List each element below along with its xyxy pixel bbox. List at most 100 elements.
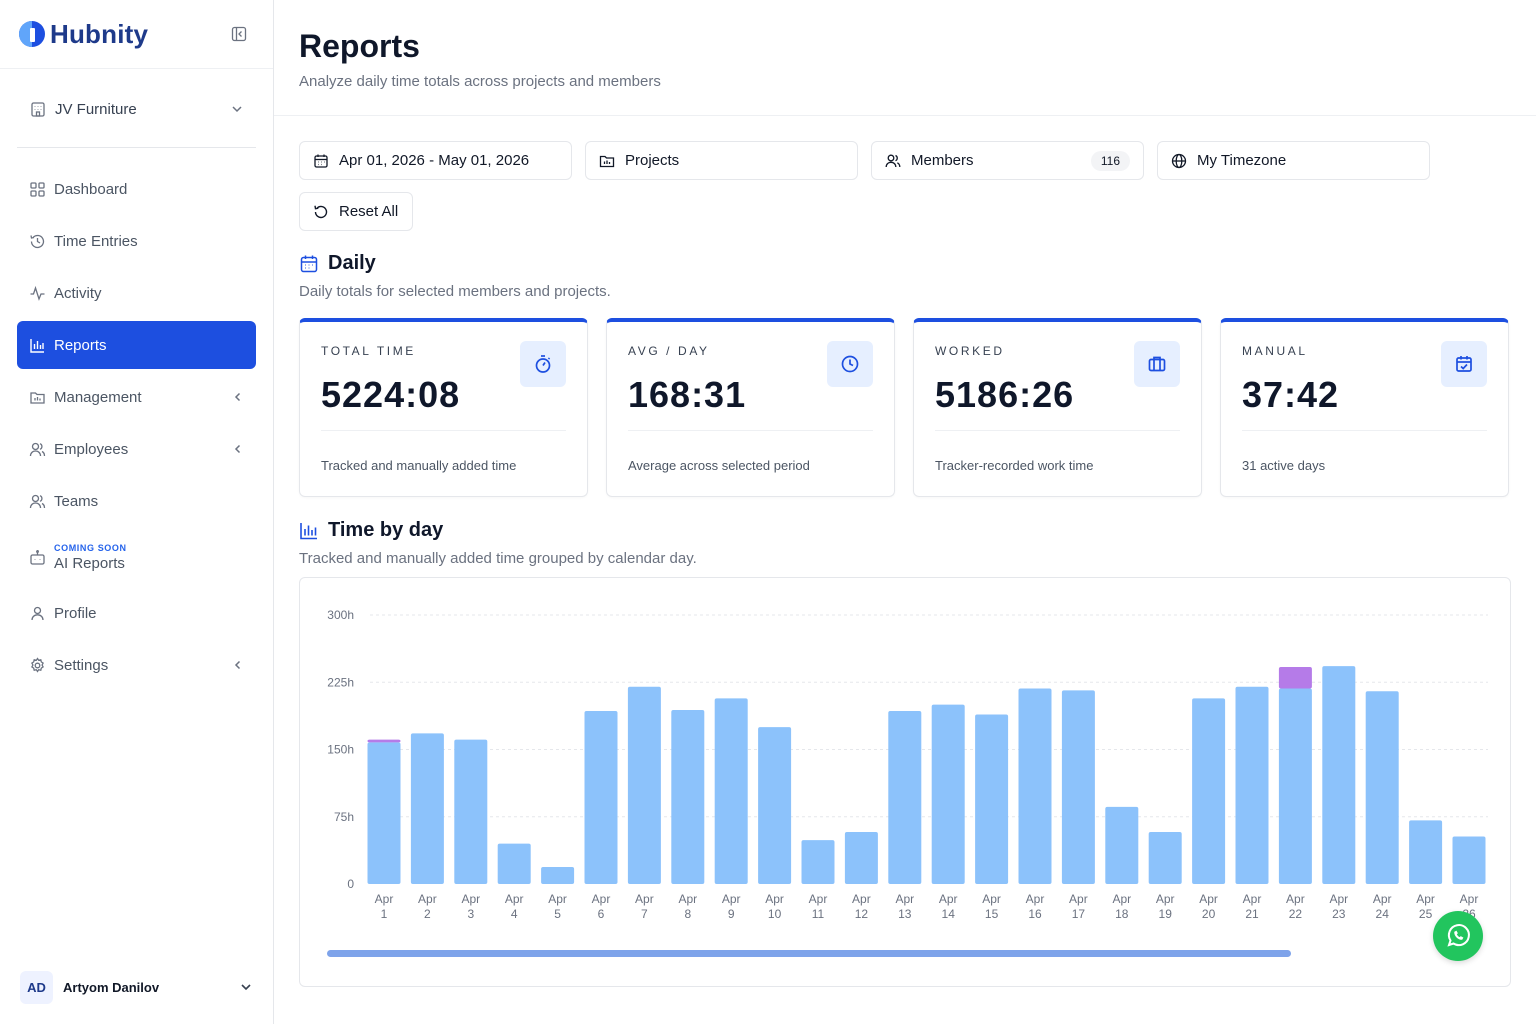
- sidebar-item-dashboard[interactable]: Dashboard: [17, 165, 256, 213]
- bot-icon: [30, 549, 45, 565]
- bar-tracked[interactable]: [1365, 691, 1399, 884]
- sidebar-item-management[interactable]: Management: [17, 373, 256, 421]
- bar-tracked[interactable]: [367, 742, 401, 884]
- y-tick-label: 300h: [327, 608, 354, 622]
- x-tick-label: Apr: [1329, 892, 1348, 906]
- stat-card-total-time: TOTAL TIME 5224:08 Tracked and manually …: [299, 318, 588, 497]
- bar-manual[interactable]: [367, 739, 401, 743]
- card-label: WORKED: [935, 344, 1005, 358]
- hubnity-logo-icon: [19, 21, 45, 47]
- sidebar-item-time-entries[interactable]: Time Entries: [17, 217, 256, 265]
- members-filter-label: Members: [911, 152, 974, 169]
- reset-all-button[interactable]: Reset All: [299, 192, 413, 231]
- x-tick-label: Apr: [1026, 892, 1045, 906]
- bar-tracked[interactable]: [1278, 688, 1312, 884]
- bar-tracked[interactable]: [1105, 806, 1139, 884]
- x-tick-label: Apr: [722, 892, 741, 906]
- time-by-day-header: Time by day: [299, 519, 1511, 542]
- bar-tracked[interactable]: [801, 840, 835, 884]
- card-label: AVG / DAY: [628, 344, 710, 358]
- stat-card-avg-day: AVG / DAY 168:31 Average across selected…: [606, 318, 895, 497]
- bar-tracked[interactable]: [1192, 698, 1226, 884]
- bar-tracked[interactable]: [1148, 831, 1182, 884]
- x-tick-label: 12: [855, 907, 869, 921]
- x-tick-label: Apr: [765, 892, 784, 906]
- brand: Hubnity: [0, 0, 273, 69]
- bar-tracked[interactable]: [1061, 690, 1095, 884]
- bar-tracked[interactable]: [975, 714, 1009, 884]
- daily-section-header: Daily: [299, 252, 1511, 275]
- bar-tracked[interactable]: [714, 698, 748, 884]
- bar-tracked[interactable]: [1452, 836, 1486, 884]
- sidebar-item-teams[interactable]: Teams: [17, 477, 256, 525]
- timezone-selector[interactable]: My Timezone: [1157, 141, 1430, 180]
- sidebar-nav: Dashboard Time Entries Activity Reports …: [0, 165, 273, 689]
- bar-tracked[interactable]: [627, 686, 661, 884]
- x-tick-label: Apr: [375, 892, 394, 906]
- sidebar-item-settings[interactable]: Settings: [17, 641, 256, 689]
- sidebar-item-activity[interactable]: Activity: [17, 269, 256, 317]
- x-tick-label: Apr: [548, 892, 567, 906]
- x-tick-label: Apr: [461, 892, 480, 906]
- bar-tracked[interactable]: [888, 710, 922, 884]
- bar-tracked[interactable]: [541, 866, 575, 884]
- folder-icon: [30, 391, 45, 404]
- main-content: Reports Analyze daily time totals across…: [274, 0, 1536, 1024]
- sidebar-collapse-icon[interactable]: [231, 26, 247, 42]
- x-tick-label: 10: [768, 907, 782, 921]
- bar-tracked[interactable]: [584, 710, 618, 884]
- user-icon: [31, 606, 44, 620]
- workspace-selector[interactable]: JV Furniture: [17, 85, 256, 133]
- x-tick-label: 22: [1289, 907, 1303, 921]
- bar-tracked[interactable]: [497, 843, 531, 884]
- y-tick-label: 75h: [334, 810, 354, 824]
- coming-soon-badge: COMING SOON: [54, 542, 127, 553]
- bar-tracked[interactable]: [1409, 820, 1443, 884]
- brand-name: Hubnity: [50, 18, 149, 49]
- bar-tracked[interactable]: [671, 710, 705, 884]
- card-value: 168:31: [628, 374, 747, 415]
- members-filter[interactable]: Members 116: [871, 141, 1144, 180]
- x-tick-label: Apr: [1373, 892, 1392, 906]
- users-icon: [885, 154, 901, 167]
- reset-icon: [314, 205, 328, 218]
- bar-tracked[interactable]: [758, 727, 792, 884]
- card-note: 31 active days: [1242, 458, 1326, 473]
- sidebar-item-profile[interactable]: Profile: [17, 589, 256, 637]
- bar-tracked[interactable]: [844, 831, 878, 884]
- sidebar-item-ai-reports[interactable]: COMING SOON AI Reports: [17, 529, 256, 585]
- x-tick-label: 17: [1072, 907, 1086, 921]
- projects-filter[interactable]: Projects: [585, 141, 858, 180]
- sidebar-item-reports[interactable]: Reports: [17, 321, 256, 369]
- bar-tracked[interactable]: [1018, 688, 1052, 884]
- filters-bar: Apr 01, 2026 - May 01, 2026 Projects Mem…: [299, 141, 1511, 180]
- chart-scrollbar[interactable]: [327, 950, 1291, 957]
- page-subtitle: Analyze daily time totals across project…: [299, 73, 661, 90]
- x-tick-label: Apr: [1199, 892, 1218, 906]
- page-header: Reports Analyze daily time totals across…: [274, 0, 1536, 116]
- sidebar-item-employees[interactable]: Employees: [17, 425, 256, 473]
- card-note: Tracker-recorded work time: [935, 458, 1094, 473]
- x-tick-label: Apr: [895, 892, 914, 906]
- bar-chart-icon: [300, 522, 317, 539]
- gear-icon: [31, 656, 44, 673]
- x-tick-label: 19: [1159, 907, 1173, 921]
- calendar-check-icon: [1441, 341, 1487, 387]
- x-tick-label: 16: [1028, 907, 1042, 921]
- card-divider: [321, 430, 566, 431]
- timezone-label: My Timezone: [1197, 152, 1287, 169]
- date-range-picker[interactable]: Apr 01, 2026 - May 01, 2026: [299, 141, 572, 180]
- bar-tracked[interactable]: [454, 739, 488, 884]
- bar-tracked[interactable]: [931, 704, 965, 884]
- bar-tracked[interactable]: [1322, 666, 1356, 884]
- card-label: TOTAL TIME: [321, 344, 416, 358]
- bar-tracked[interactable]: [1235, 686, 1269, 884]
- x-tick-label: 6: [598, 907, 605, 921]
- x-tick-label: 24: [1376, 907, 1390, 921]
- x-tick-label: 11: [812, 907, 825, 921]
- x-tick-label: Apr: [678, 892, 697, 906]
- bar-manual[interactable]: [1278, 667, 1312, 689]
- user-menu[interactable]: AD Artyom Danilov: [20, 970, 253, 1004]
- bar-tracked[interactable]: [410, 733, 444, 884]
- whatsapp-button[interactable]: [1433, 911, 1483, 961]
